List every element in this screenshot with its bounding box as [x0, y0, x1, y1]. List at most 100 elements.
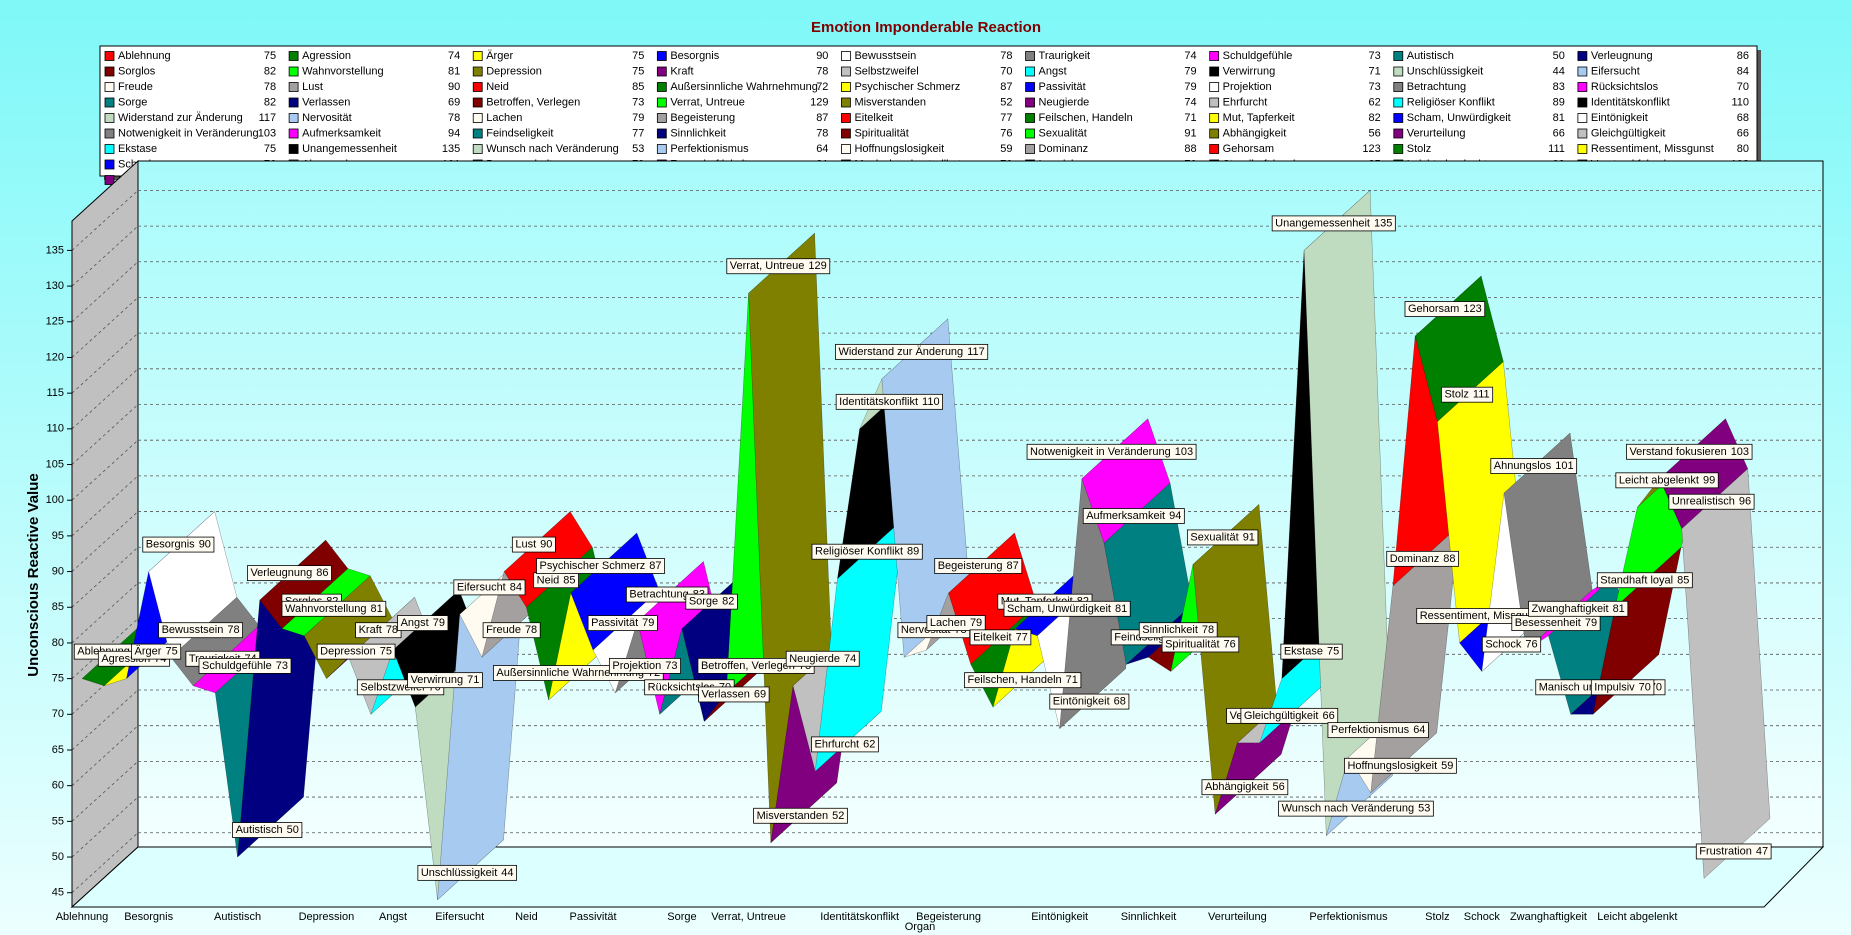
data-label: Impulsiv 70	[1590, 679, 1655, 696]
data-label-text: Verlassen 69	[702, 688, 767, 700]
data-label-text: Autistisch 50	[236, 824, 299, 836]
data-label: Misverstanden 52	[753, 807, 848, 824]
data-label-box	[131, 643, 182, 660]
data-label-value: 73	[665, 660, 677, 672]
data-label-value: 64	[1413, 724, 1425, 736]
legend-value: 82	[264, 96, 276, 108]
data-label-box	[934, 558, 1023, 574]
data-label: Dominanz 88	[1386, 550, 1459, 567]
data-label-name: Abhängigkeit	[1205, 781, 1269, 793]
legend-value: 71	[1184, 112, 1196, 124]
data-label-text: Eifersucht 84	[457, 581, 522, 593]
data-label-box	[1186, 529, 1259, 546]
legend-label: Nervosität	[302, 112, 352, 124]
data-label-value: 78	[525, 624, 537, 636]
legend-swatch	[1025, 144, 1035, 154]
legend-label: Sinnlichkeit	[670, 127, 726, 139]
legend-swatch	[1393, 82, 1404, 92]
legend-value: 90	[448, 81, 460, 93]
legend-label: Eintönigkeit	[1591, 112, 1648, 124]
grid-line-side	[71, 368, 139, 430]
data-label-value: 85	[563, 574, 575, 586]
legend-label: Betrachtung	[1407, 81, 1466, 93]
data-label: Eintönigkeit 68	[1049, 693, 1130, 710]
data-label-name: Psychischer Schmerz	[540, 560, 646, 572]
data-label-name: Misverstanden	[757, 810, 829, 822]
data-label-box	[198, 657, 292, 674]
y-tick-label: 135	[46, 244, 64, 256]
legend-label: Identitätskonflikt	[1591, 96, 1670, 108]
legend-value: 62	[1369, 96, 1381, 108]
data-label-box	[1201, 779, 1289, 796]
legend-value: 82	[264, 65, 276, 77]
legend-swatch	[656, 144, 667, 154]
legend-label: Verleugnung	[1591, 50, 1653, 62]
data-label-value: 47	[1756, 845, 1768, 857]
data-label-text: Schuldgefühle 73	[202, 660, 288, 672]
legend-swatch	[1209, 113, 1220, 123]
data-label-box	[685, 593, 738, 610]
data-label-name: Leicht abgelenkt	[1619, 474, 1699, 486]
data-label-value: 79	[642, 617, 654, 629]
legend-label: Ärger	[486, 50, 513, 62]
legend-swatch	[288, 113, 299, 123]
legend-label: Außersinnliche Wahrnehmung	[670, 81, 818, 93]
grid-line-side	[71, 511, 139, 572]
legend-value: 72	[816, 81, 828, 93]
y-tick-label: 110	[46, 423, 64, 435]
data-label-value: 68	[1114, 695, 1126, 707]
legend-swatch	[1209, 66, 1220, 77]
data-label-name: Verrat, Untreue	[730, 260, 805, 272]
legend-swatch	[841, 51, 851, 61]
data-label: Verstand fokusieren 103	[1626, 443, 1753, 460]
data-label-box	[1695, 843, 1772, 860]
legend-value: 70	[1737, 81, 1749, 93]
legend-value: 87	[816, 112, 828, 124]
data-label-value: 81	[1115, 603, 1127, 615]
data-label-text: Widerstand zur Änderung 117	[838, 346, 984, 358]
data-label-name: Autistisch	[236, 824, 283, 836]
data-label: Passivität 79	[587, 615, 658, 631]
x-tick-label: Verurteilung	[1208, 911, 1267, 923]
legend-value: 83	[1553, 81, 1565, 93]
data-label-text: Misverstanden 52	[757, 810, 845, 822]
data-label-value: 59	[1441, 760, 1453, 772]
data-label-name: Ehrfurcht	[814, 738, 859, 750]
legend-value: 80	[1737, 143, 1749, 155]
data-label-value: 79	[970, 617, 982, 629]
data-label-value: 99	[1703, 474, 1715, 486]
legend-label: Spiritualität	[854, 127, 908, 139]
data-label-value: 103	[1731, 446, 1749, 458]
legend-value: 52	[1000, 96, 1012, 108]
x-tick-label: Sorge	[667, 911, 696, 923]
legend-swatch	[1577, 82, 1588, 92]
legend-label: Begeisterung	[670, 112, 735, 124]
x-tick-label: Identitätskonflikt	[820, 911, 899, 923]
legend-swatch	[656, 82, 667, 92]
data-label-box	[407, 672, 483, 689]
data-label-text: Sexualität 91	[1190, 531, 1255, 543]
data-label-box	[1490, 458, 1578, 474]
legend-swatch	[288, 51, 299, 61]
data-label-value: 84	[510, 581, 522, 593]
data-label-value: 111	[1473, 389, 1490, 401]
data-label-name: Aufmerksamkeit	[1086, 510, 1165, 522]
legend-value: 78	[264, 81, 276, 93]
legend-value: 74	[448, 50, 460, 62]
legend-swatch	[1209, 144, 1220, 154]
data-label-box	[1026, 443, 1197, 460]
data-label: Wahnvorstellung 81	[281, 600, 387, 617]
data-label: Verleugnung 86	[247, 565, 332, 582]
legend-value: 87	[1000, 81, 1012, 93]
legend-value: 78	[448, 112, 460, 124]
data-label: Schuldgefühle 73	[198, 657, 292, 674]
legend-swatch	[1577, 113, 1588, 123]
data-label: Leicht abgelenkt 99	[1615, 472, 1719, 489]
data-label-name: Zwanghaftigkeit	[1532, 603, 1609, 615]
data-label-text: Schock 76	[1485, 638, 1537, 650]
data-label-value: 94	[1169, 510, 1181, 522]
legend-label: Abhängigkeit	[1223, 127, 1287, 139]
legend-value: 76	[1000, 127, 1012, 139]
legend-label: Passivität	[1039, 81, 1086, 93]
